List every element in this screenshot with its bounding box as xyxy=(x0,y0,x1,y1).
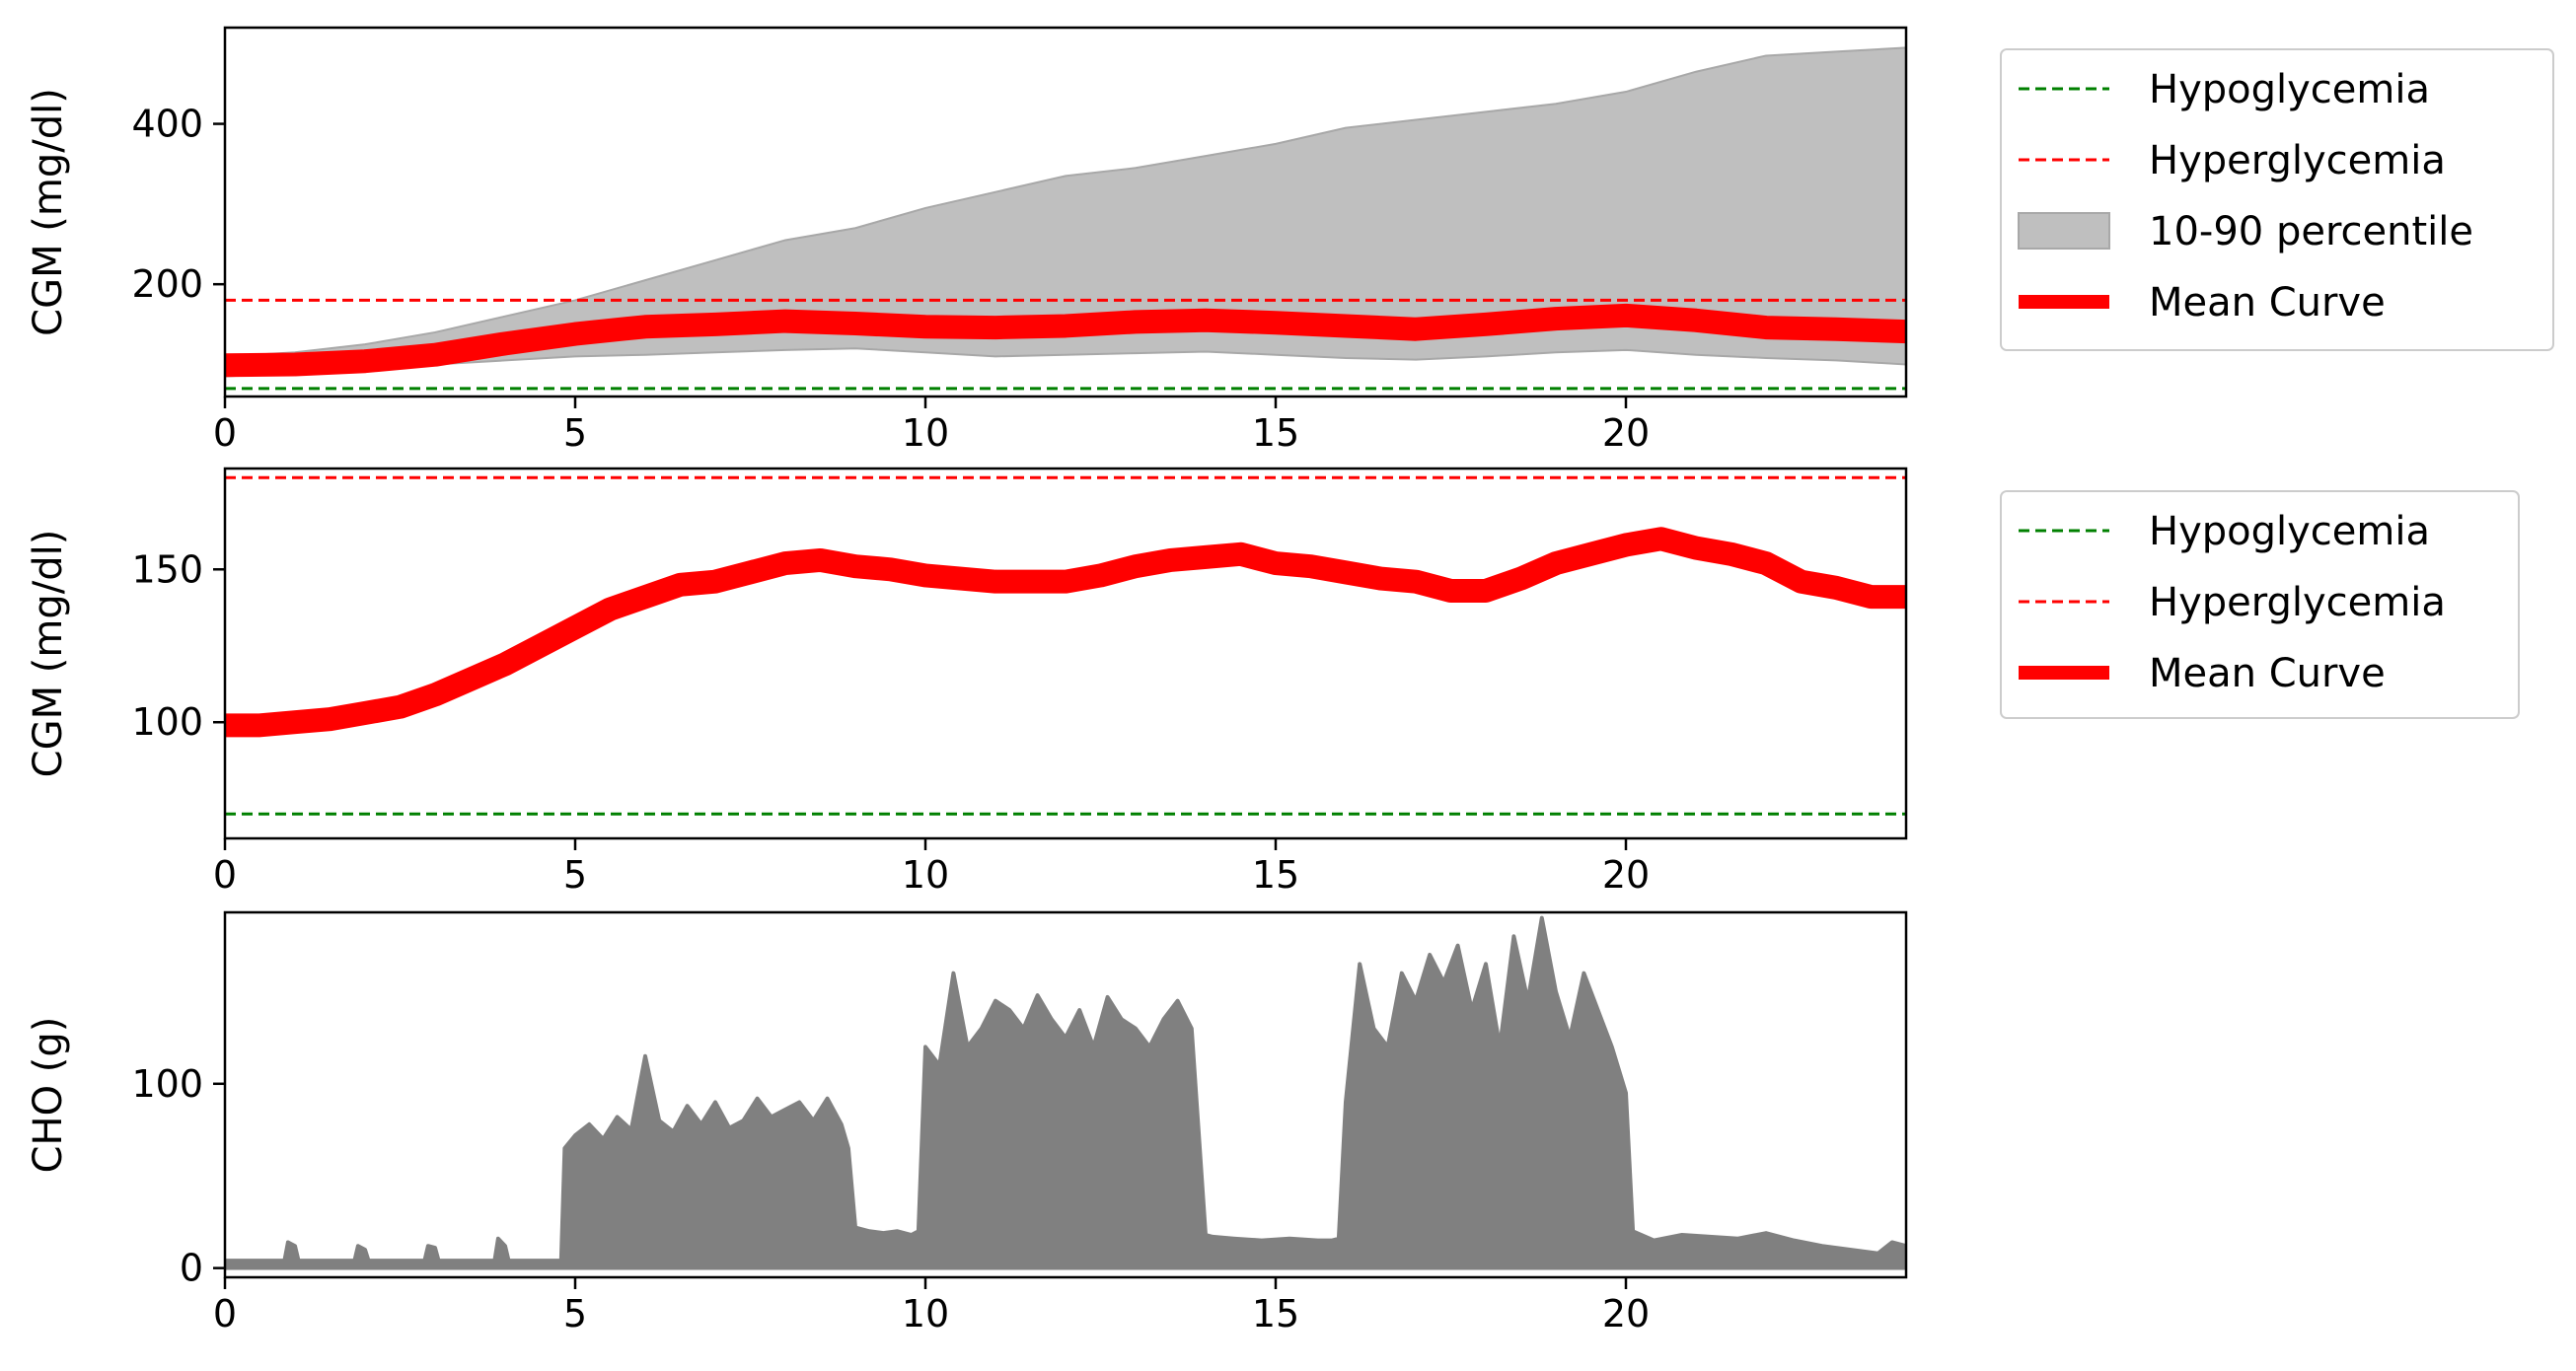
legend-label-hypoglycemia: Hypoglycemia xyxy=(2149,509,2430,554)
axes-frame xyxy=(223,467,1908,840)
x-tick-label: 20 xyxy=(1602,411,1650,455)
legend-box xyxy=(2000,48,2554,351)
panel-3: 0 5 10 15 20 0 100 CHO (g) xyxy=(26,910,1908,1335)
legend-label-hyperglycemia: Hyperglycemia xyxy=(2149,138,2446,183)
legend-label-hyperglycemia: Hyperglycemia xyxy=(2149,580,2446,625)
axes-frame xyxy=(223,26,1908,398)
x-tick-label: 10 xyxy=(902,853,949,897)
x-tick-label: 5 xyxy=(563,1292,587,1335)
legend-2: Hypoglycemia Hyperglycemia Mean Curve xyxy=(2000,490,2520,719)
x-tick-label: 10 xyxy=(902,1292,949,1335)
legend-1: Hypoglycemia Hyperglycemia 10-90 percentil… xyxy=(2000,48,2554,351)
percentile-band xyxy=(225,46,1906,378)
y-tick-label: 100 xyxy=(131,1062,203,1106)
y-tick-label: 0 xyxy=(180,1247,203,1290)
legend-box xyxy=(2000,490,2520,719)
legend-swatch-10-90-percentile xyxy=(2018,212,2110,250)
x-tick-label: 0 xyxy=(213,853,237,897)
y-axis-label: CGM (mg/dl) xyxy=(26,88,71,336)
x-tick-label: 15 xyxy=(1252,853,1299,897)
axes-frame xyxy=(223,910,1908,1279)
x-tick-label: 15 xyxy=(1252,411,1299,455)
panel-2: 0 5 10 15 20 100 150 CGM (mg/dl) xyxy=(26,467,1908,897)
cho-area xyxy=(225,915,1906,1270)
y-tick-label: 400 xyxy=(131,103,203,146)
y-tick-label: 200 xyxy=(131,262,203,306)
plot-area xyxy=(225,475,1906,816)
mean-curve xyxy=(225,527,1906,738)
legend-label-mean-curve: Mean Curve xyxy=(2149,651,2386,696)
x-tick-label: 0 xyxy=(213,1292,237,1335)
x-tick-label: 5 xyxy=(563,853,587,897)
y-tick-label: 150 xyxy=(131,547,203,591)
x-tick-label: 0 xyxy=(213,411,237,455)
legend-label-10-90-percentile: 10-90 percentile xyxy=(2149,209,2473,254)
x-tick-label: 20 xyxy=(1602,1292,1650,1335)
y-axis-label: CGM (mg/dl) xyxy=(26,530,71,778)
y-axis-label: CHO (g) xyxy=(26,1017,71,1174)
legend-label-hypoglycemia: Hypoglycemia xyxy=(2149,67,2430,112)
plot-area xyxy=(225,915,1906,1274)
panel-1: 0 5 10 15 20 200 400 CGM (mg/dl) xyxy=(26,26,1908,455)
legend-label-mean-curve: Mean Curve xyxy=(2149,280,2386,325)
x-tick-label: 5 xyxy=(563,411,587,455)
mean-curve xyxy=(225,303,1906,378)
x-tick-label: 15 xyxy=(1252,1292,1299,1335)
plot-area xyxy=(225,46,1906,391)
x-tick-label: 10 xyxy=(902,411,949,455)
y-tick-label: 100 xyxy=(131,700,203,744)
x-tick-label: 20 xyxy=(1602,853,1650,897)
